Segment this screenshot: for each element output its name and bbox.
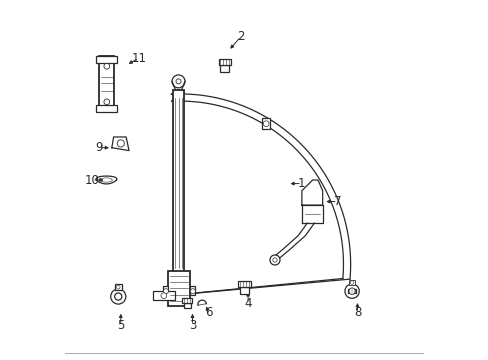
Bar [153,291,174,300]
Bar [182,298,192,303]
Text: 6: 6 [204,306,212,319]
Circle shape [104,63,109,69]
Bar [220,64,228,72]
Circle shape [348,288,355,294]
Polygon shape [301,205,322,223]
Text: 10: 10 [84,174,100,186]
Bar [96,105,117,112]
Circle shape [104,99,109,105]
Circle shape [272,258,277,262]
Circle shape [161,293,166,298]
Circle shape [163,289,168,294]
Bar [99,56,114,112]
Text: 7: 7 [333,195,341,208]
Bar [348,280,354,285]
Text: 5: 5 [117,319,124,332]
Circle shape [117,140,124,147]
Circle shape [269,255,280,265]
Circle shape [110,289,125,304]
Text: 11: 11 [131,51,146,64]
Polygon shape [96,176,117,184]
Bar [183,303,190,309]
Circle shape [115,293,122,300]
Circle shape [172,75,184,88]
Text: 8: 8 [353,306,361,319]
Text: 9: 9 [95,141,103,154]
Text: 2: 2 [237,30,244,43]
Circle shape [116,285,120,289]
Circle shape [349,281,353,284]
Circle shape [176,79,181,84]
Polygon shape [301,180,322,205]
Bar [218,59,230,64]
Text: 4: 4 [244,297,251,310]
Bar [190,286,195,295]
Bar [163,286,168,295]
Circle shape [344,284,359,298]
Bar [172,90,184,275]
Bar [96,56,117,63]
Circle shape [190,289,195,294]
Bar [238,281,250,287]
Text: 1: 1 [298,177,305,190]
Bar [168,271,190,306]
Bar [262,118,269,129]
Circle shape [263,121,268,127]
Text: 3: 3 [188,319,196,332]
Bar [115,284,122,291]
Bar [240,287,248,294]
Polygon shape [112,137,129,150]
Bar [347,289,356,293]
